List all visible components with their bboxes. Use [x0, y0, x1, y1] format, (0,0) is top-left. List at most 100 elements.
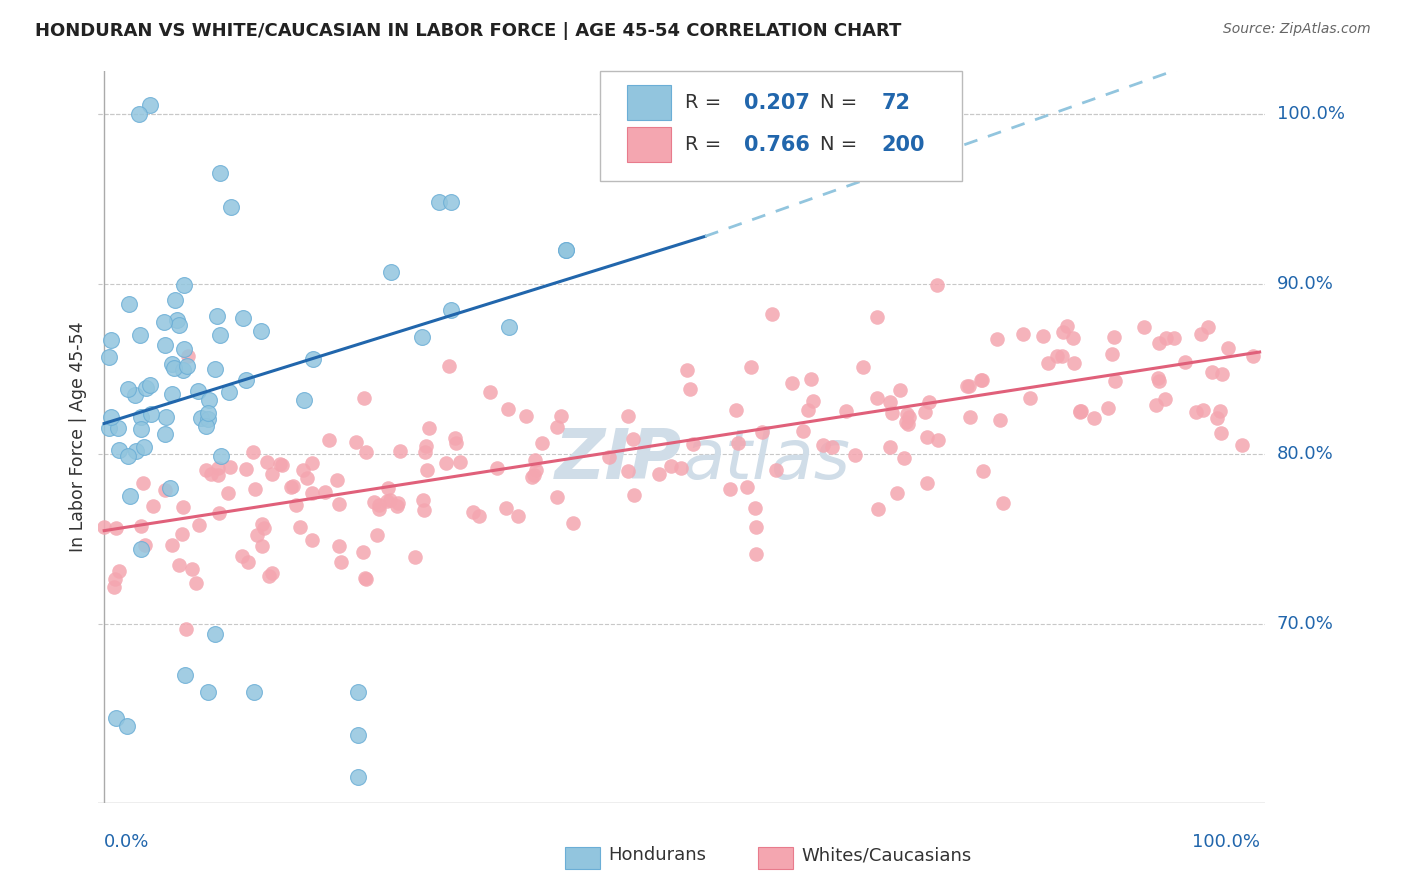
Point [270, 458, 292, 472]
Point [745, 547, 768, 561]
Point [1052, 325, 1074, 339]
Point [896, 415, 918, 429]
Text: 0.0%: 0.0% [104, 833, 149, 851]
Point [524, 453, 547, 467]
Point [1101, 346, 1123, 360]
Point [166, 313, 188, 327]
Point [727, 436, 749, 450]
Point [347, 728, 370, 742]
Point [375, 494, 398, 508]
Point [103, 581, 125, 595]
Point [163, 293, 186, 307]
Point [124, 388, 146, 402]
Point [1019, 391, 1042, 405]
Point [353, 391, 375, 405]
Point [463, 505, 485, 519]
Point [972, 464, 994, 478]
Point [918, 395, 941, 409]
Point [437, 359, 460, 374]
Bar [627, 127, 672, 162]
Point [197, 405, 219, 419]
Point [235, 372, 257, 386]
Point [801, 394, 824, 409]
Point [718, 483, 741, 497]
Point [98, 421, 121, 435]
Point [104, 521, 127, 535]
Point [367, 498, 389, 512]
Point [1056, 318, 1078, 333]
Point [555, 243, 578, 257]
Point [118, 297, 141, 311]
Point [1062, 331, 1084, 345]
Y-axis label: In Labor Force | Age 45-54: In Labor Force | Age 45-54 [69, 322, 87, 552]
Point [366, 528, 388, 542]
Point [1133, 320, 1156, 334]
Point [550, 409, 572, 423]
Text: ZIP: ZIP [554, 425, 682, 492]
Point [159, 481, 181, 495]
Point [886, 486, 908, 500]
Point [139, 408, 162, 422]
Point [669, 461, 692, 475]
Point [1104, 374, 1126, 388]
Point [163, 361, 186, 376]
Point [352, 545, 374, 559]
Point [259, 569, 281, 583]
Point [1102, 330, 1125, 344]
Point [1069, 405, 1091, 419]
Point [411, 330, 433, 344]
Point [988, 412, 1011, 426]
Point [328, 497, 350, 511]
Text: 72: 72 [882, 93, 911, 112]
Point [344, 435, 367, 450]
Point [740, 360, 762, 375]
Point [991, 496, 1014, 510]
Point [1036, 356, 1059, 370]
Bar [565, 847, 600, 869]
Point [546, 420, 568, 434]
Point [260, 566, 283, 581]
Point [205, 309, 228, 323]
Point [986, 332, 1008, 346]
Point [253, 521, 276, 535]
Point [659, 458, 682, 473]
Point [844, 448, 866, 462]
Text: Hondurans: Hondurans [609, 847, 706, 864]
Point [108, 565, 131, 579]
Point [1032, 329, 1054, 343]
Point [221, 201, 243, 215]
Point [242, 444, 264, 458]
Point [879, 394, 901, 409]
Point [125, 444, 148, 458]
Point [1201, 365, 1223, 379]
Point [292, 392, 315, 407]
Point [104, 711, 127, 725]
Text: N =: N = [820, 135, 863, 154]
Point [1174, 355, 1197, 369]
Point [444, 431, 467, 445]
Point [745, 519, 768, 533]
Point [1070, 404, 1092, 418]
Text: N =: N = [820, 94, 863, 112]
Point [389, 444, 412, 458]
Point [1147, 371, 1170, 385]
Point [141, 499, 163, 513]
Point [129, 519, 152, 533]
Point [598, 450, 620, 465]
Point [173, 343, 195, 357]
Point [208, 506, 231, 520]
Text: 0.766: 0.766 [744, 135, 810, 154]
Point [108, 443, 131, 458]
Point [404, 550, 426, 565]
Point [1216, 342, 1239, 356]
Point [173, 277, 195, 292]
Point [318, 434, 340, 448]
Point [190, 410, 212, 425]
Point [434, 456, 457, 470]
Point [1052, 349, 1074, 363]
Point [1241, 349, 1264, 363]
Point [132, 440, 155, 454]
Point [1149, 374, 1171, 388]
Point [301, 456, 323, 470]
Point [821, 440, 844, 454]
